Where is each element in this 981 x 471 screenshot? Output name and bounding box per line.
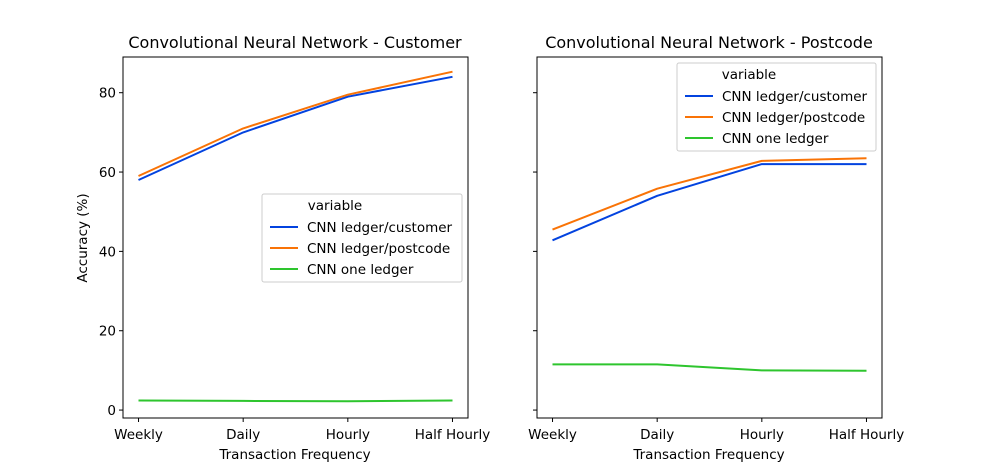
series-line-postcode-cnn-ledger-postcode	[552, 157, 867, 231]
x-tick-label-customer-hourly: Hourly	[326, 427, 370, 443]
y-tick-label-customer-60: 60	[99, 165, 116, 181]
legend-label-customer-cnn-ledger-customer: CNN ledger/customer	[307, 220, 453, 236]
chart-title-customer: Convolutional Neural Network - Customer	[128, 33, 462, 52]
x-tick-label-customer-weekly: Weekly	[114, 427, 163, 443]
legend-label-postcode-cnn-ledger-postcode: CNN ledger/postcode	[722, 110, 865, 126]
x-axis-label-customer: Transaction Frequency	[218, 447, 370, 463]
series-line-customer-cnn-ledger-customer	[138, 75, 453, 181]
series-line-postcode-cnn-one-ledger	[552, 363, 867, 372]
legend-customer: variable CNN ledger/customer CNN ledger/p…	[261, 193, 463, 283]
series-line-postcode-cnn-ledger-customer	[552, 163, 867, 242]
x-axis-label-postcode: Transaction Frequency	[632, 447, 784, 463]
y-tick-label-customer-40: 40	[99, 244, 116, 260]
legend-box-customer	[261, 193, 463, 283]
legend-label-customer-cnn-one-ledger: CNN one ledger	[307, 262, 414, 278]
series-line-customer-cnn-one-ledger	[138, 399, 453, 403]
x-tick-label-customer-half-hourly: Half Hourly	[415, 427, 490, 443]
plot-frame-customer	[122, 56, 469, 419]
x-tick-label-postcode-hourly: Hourly	[740, 427, 784, 443]
series-line-customer-cnn-ledger-postcode	[138, 70, 453, 177]
legend-title-customer: variable	[308, 198, 362, 214]
panel-postcode: Convolutional Neural Network - Postcode …	[528, 33, 904, 463]
legend-label-postcode-cnn-one-ledger: CNN one ledger	[722, 131, 829, 147]
y-tick-label-customer-20: 20	[99, 324, 116, 340]
y-tick-label-customer-80: 80	[99, 86, 116, 102]
chart-title-postcode: Convolutional Neural Network - Postcode	[545, 33, 873, 52]
legend-label-customer-cnn-ledger-postcode: CNN ledger/postcode	[307, 241, 450, 257]
legend-title-postcode: variable	[722, 67, 776, 83]
panel-customer: Convolutional Neural Network - Customer …	[75, 33, 490, 463]
plot-frame-postcode	[536, 56, 883, 419]
x-tick-label-postcode-weekly: Weekly	[528, 427, 577, 443]
x-tick-label-postcode-half-hourly: Half Hourly	[829, 427, 904, 443]
legend-label-postcode-cnn-ledger-customer: CNN ledger/customer	[722, 89, 868, 105]
legend-box-postcode	[676, 62, 877, 152]
legend-postcode: variable CNN ledger/customer CNN ledger/p…	[676, 62, 877, 152]
y-axis-label-customer: Accuracy (%)	[75, 193, 91, 282]
x-tick-label-postcode-daily: Daily	[640, 427, 674, 443]
y-tick-label-customer-0: 0	[107, 403, 116, 419]
x-tick-label-customer-daily: Daily	[226, 427, 260, 443]
